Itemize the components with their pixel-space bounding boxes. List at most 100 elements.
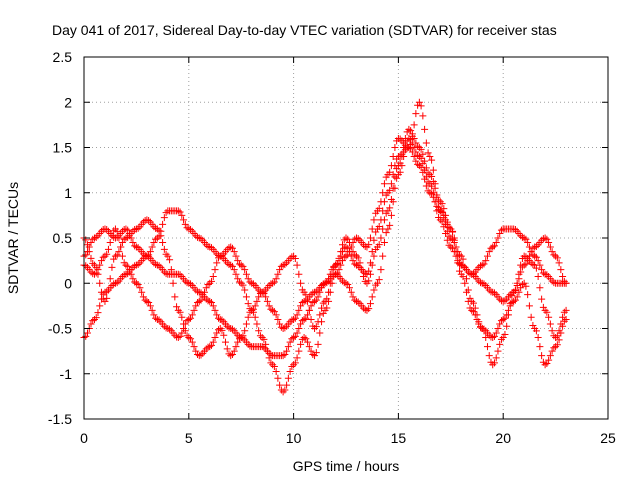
data-point: [520, 279, 528, 287]
data-point: [291, 255, 299, 263]
data-point: [379, 252, 387, 260]
data-point: [496, 340, 504, 348]
data-point: [345, 284, 353, 292]
data-point: [511, 226, 519, 234]
data-point: [134, 261, 142, 269]
data-point: [470, 271, 478, 279]
y-axis-label: SDTVAR / TECUs: [5, 182, 21, 294]
data-point: [499, 334, 507, 342]
data-point: [307, 315, 315, 323]
data-point: [485, 352, 493, 360]
data-point: [152, 261, 160, 269]
data-point: [456, 251, 464, 259]
data-point: [527, 313, 535, 321]
data-point: [97, 257, 105, 265]
data-point: [272, 367, 280, 375]
data-point: [552, 334, 560, 342]
data-point: [101, 297, 109, 305]
data-point: [309, 289, 317, 297]
data-point: [325, 288, 333, 296]
data-point: [283, 347, 291, 355]
data-point: [305, 343, 313, 351]
data-point: [152, 235, 160, 243]
data-point: [480, 260, 488, 268]
data-point: [396, 168, 404, 176]
data-point: [347, 288, 355, 296]
data-point: [214, 326, 222, 334]
data-point: [450, 239, 458, 247]
data-point: [445, 232, 453, 240]
data-point: [548, 347, 556, 355]
data-point: [440, 214, 448, 222]
data-point: [335, 266, 343, 274]
data-point: [281, 261, 289, 269]
data-point: [436, 198, 444, 206]
data-point: [412, 110, 420, 118]
data-point: [354, 254, 362, 262]
data-point: [524, 239, 532, 247]
data-point: [548, 248, 556, 256]
data-point: [208, 299, 216, 307]
data-point: [162, 250, 170, 258]
data-point: [534, 257, 542, 265]
data-point: [454, 248, 462, 256]
data-point: [316, 311, 324, 319]
data-point: [445, 241, 453, 249]
data-point: [461, 279, 469, 287]
data-point: [89, 235, 97, 243]
data-point: [513, 279, 521, 287]
data-point: [461, 263, 469, 271]
data-point: [131, 226, 139, 234]
data-point: [422, 164, 430, 172]
data-point: [401, 134, 409, 142]
data-point: [148, 243, 156, 251]
data-point: [272, 275, 280, 283]
data-point: [365, 277, 373, 285]
data-point: [124, 233, 132, 241]
data-point: [387, 180, 395, 188]
data-point: [230, 347, 238, 355]
y-tick-label: 2: [64, 94, 72, 110]
x-axis-label: GPS time / hours: [293, 458, 400, 474]
data-point: [281, 324, 289, 332]
data-point: [501, 297, 509, 305]
data-point: [283, 381, 291, 389]
data-point: [550, 344, 558, 352]
data-point: [314, 293, 322, 301]
data-point: [527, 248, 535, 256]
data-point: [288, 253, 296, 261]
data-point: [103, 226, 111, 234]
ticks: 0 5 10 15 20 25 -1.5 -1 -0.5 0 0.5 1 1.5 2 2.5: [48, 49, 616, 446]
data-point: [82, 251, 90, 259]
data-point: [92, 233, 100, 241]
data-point: [216, 325, 224, 332]
data-point: [529, 321, 537, 329]
data-point: [206, 279, 214, 287]
data-point: [160, 214, 168, 222]
data-point: [190, 306, 198, 314]
data-point: [111, 252, 119, 260]
data-point: [319, 309, 327, 317]
data-point: [457, 252, 465, 260]
data-point: [379, 207, 387, 215]
data-point: [361, 277, 369, 285]
data-point: [483, 252, 491, 260]
data-point: [555, 327, 563, 335]
data-point: [270, 363, 278, 371]
data-point: [106, 239, 114, 247]
data-point: [241, 327, 249, 335]
data-point: [185, 334, 193, 342]
data-point: [293, 329, 301, 337]
data-point: [131, 242, 139, 250]
data-point: [412, 139, 420, 147]
data-point: [204, 280, 212, 288]
data-point: [412, 148, 420, 156]
data-point: [345, 239, 353, 247]
data-point: [562, 279, 570, 287]
data-point: [422, 139, 430, 147]
data-point: [249, 280, 257, 288]
data-point: [204, 343, 212, 351]
data-point: [211, 266, 219, 274]
data-point: [497, 335, 505, 343]
data-point: [108, 232, 116, 240]
